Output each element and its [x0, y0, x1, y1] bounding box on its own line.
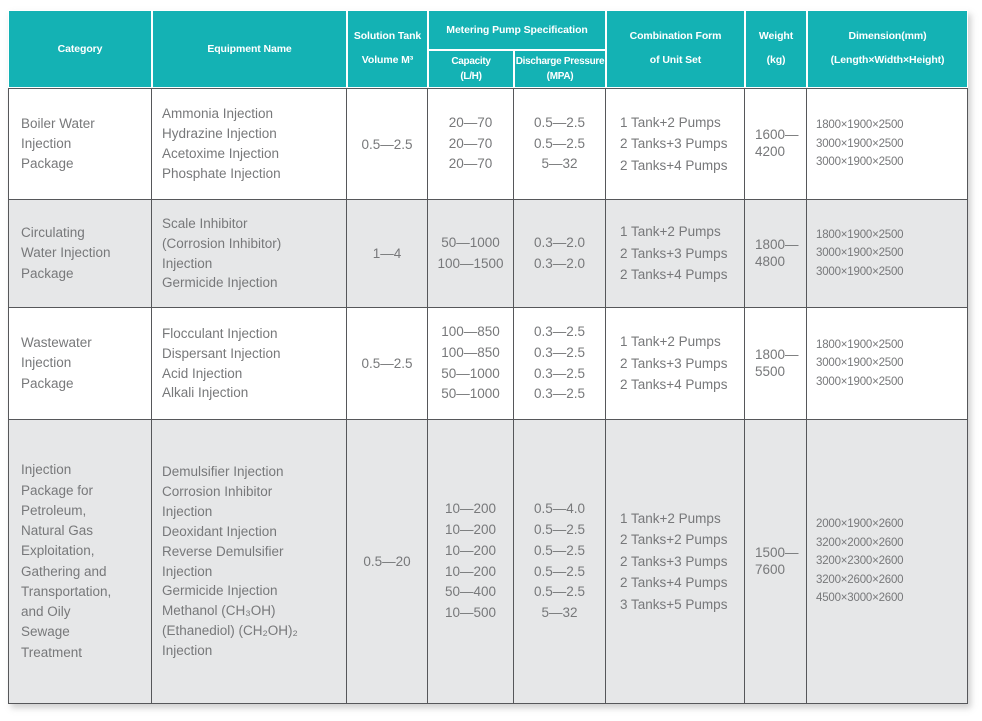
equipment-text: Scale Inhibitor (Corrosion Inhibitor) In… [162, 215, 282, 291]
discharge-pressure-cell: 0.5—4.0 0.5—2.5 0.5—2.5 0.5—2.5 0.5—2.5 … [514, 420, 606, 704]
capacity-cell: 50—1000 100—1500 [428, 200, 514, 308]
header-combination-form: Combination Form of Unit Set [606, 10, 745, 88]
equipment-text: Demulsifier Injection Corrosion Inhibito… [162, 463, 298, 659]
header-category: Category [8, 10, 152, 88]
discharge-text: 0.3—2.5 0.3—2.5 0.3—2.5 0.3—2.5 [533, 323, 586, 402]
header-solution-tank-volume: Solution Tank Volume M³ [347, 10, 428, 88]
combination-cell: 1 Tank+2 Pumps 2 Tanks+3 Pumps 2 Tanks+4… [606, 88, 745, 200]
header-equipment-name: Equipment Name [152, 10, 347, 88]
equipment-cell: Ammonia Injection Hydrazine Injection Ac… [152, 88, 347, 200]
header-solution-tank-label: Solution Tank Volume M³ [353, 30, 422, 66]
table-header: Category Equipment Name Solution Tank Vo… [8, 10, 968, 88]
equipment-cell: Flocculant Injection Dispersant Injectio… [152, 308, 347, 420]
category-text: Boiler Water Injection Package [21, 115, 95, 172]
combination-cell: 1 Tank+2 Pumps 2 Tanks+2 Pumps 2 Tanks+3… [606, 420, 745, 704]
header-capacity: Capacity (L/H) [428, 50, 514, 88]
category-cell: Injection Package for Petroleum, Natural… [8, 420, 152, 704]
combination-text: 1 Tank+2 Pumps 2 Tanks+3 Pumps 2 Tanks+4… [620, 334, 728, 393]
discharge-text: 0.3—2.0 0.3—2.0 [533, 234, 586, 271]
dimension-text: 1800×1900×2500 3000×1900×2500 3000×1900×… [816, 228, 904, 278]
tank-volume-text: 0.5—2.5 [361, 356, 413, 371]
category-cell: Boiler Water Injection Package [8, 88, 152, 200]
category-text: Injection Package for Petroleum, Natural… [21, 462, 112, 660]
table-body: Boiler Water Injection Package Ammonia I… [8, 88, 968, 704]
category-text: Circulating Water Injection Package [21, 225, 111, 281]
discharge-text: 0.5—2.5 0.5—2.5 5—32 [533, 114, 586, 172]
header-discharge-pressure: Discharge Pressure (MPA) [514, 50, 606, 88]
discharge-pressure-cell: 0.3—2.5 0.3—2.5 0.3—2.5 0.3—2.5 [514, 308, 606, 420]
capacity-text: 50—1000 100—1500 [437, 234, 504, 271]
spec-table: Category Equipment Name Solution Tank Vo… [8, 10, 968, 704]
equipment-cell: Scale Inhibitor (Corrosion Inhibitor) In… [152, 200, 347, 308]
combination-text: 1 Tank+2 Pumps 2 Tanks+2 Pumps 2 Tanks+3… [620, 510, 728, 612]
combination-text: 1 Tank+2 Pumps 2 Tanks+3 Pumps 2 Tanks+4… [620, 114, 728, 173]
equipment-cell: Demulsifier Injection Corrosion Inhibito… [152, 420, 347, 704]
weight-text: 1500— 7600 [755, 544, 799, 577]
dimension-cell: 2000×1900×2600 3200×2000×2600 3200×2300×… [807, 420, 968, 704]
weight-cell: 1500— 7600 [745, 420, 807, 704]
tank-volume-cell: 0.5—20 [347, 420, 428, 704]
dimension-cell: 1800×1900×2500 3000×1900×2500 3000×1900×… [807, 200, 968, 308]
header-discharge-label: Discharge Pressure (MPA) [515, 56, 605, 82]
weight-cell: 1800— 5500 [745, 308, 807, 420]
combination-cell: 1 Tank+2 Pumps 2 Tanks+3 Pumps 2 Tanks+4… [606, 200, 745, 308]
header-dimension: Dimension(mm) (Length×Width×Height) [807, 10, 968, 88]
header-weight-label: Weight (kg) [758, 30, 794, 66]
capacity-cell: 10—200 10—200 10—200 10—200 50—400 10—50… [428, 420, 514, 704]
tank-volume-text: 0.5—20 [363, 554, 411, 569]
equipment-text: Ammonia Injection Hydrazine Injection Ac… [162, 106, 281, 181]
capacity-text: 10—200 10—200 10—200 10—200 50—400 10—50… [444, 500, 497, 621]
capacity-cell: 100—850 100—850 50—1000 50—1000 [428, 308, 514, 420]
header-metering-pump-specification: Metering Pump Specification [428, 10, 606, 50]
capacity-text: 100—850 100—850 50—1000 50—1000 [441, 323, 500, 402]
dimension-text: 1800×1900×2500 3000×1900×2500 3000×1900×… [816, 119, 904, 169]
dimension-text: 2000×1900×2600 3200×2000×2600 3200×2300×… [816, 517, 904, 605]
tank-volume-text: 1—4 [372, 246, 402, 261]
capacity-text: 20—70 20—70 20—70 [448, 114, 493, 172]
tank-volume-cell: 0.5—2.5 [347, 308, 428, 420]
dimension-cell: 1800×1900×2500 3000×1900×2500 3000×1900×… [807, 88, 968, 200]
combination-cell: 1 Tank+2 Pumps 2 Tanks+3 Pumps 2 Tanks+4… [606, 308, 745, 420]
table-row-petroleum-injection: Injection Package for Petroleum, Natural… [8, 420, 968, 704]
tank-volume-cell: 0.5—2.5 [347, 88, 428, 200]
category-cell: Circulating Water Injection Package [8, 200, 152, 308]
discharge-pressure-cell: 0.5—2.5 0.5—2.5 5—32 [514, 88, 606, 200]
header-metering-label: Metering Pump Specification [446, 23, 588, 36]
dimension-text: 1800×1900×2500 3000×1900×2500 3000×1900×… [816, 338, 904, 388]
combination-text: 1 Tank+2 Pumps 2 Tanks+3 Pumps 2 Tanks+4… [620, 224, 728, 283]
weight-text: 1600— 4200 [755, 127, 799, 159]
capacity-cell: 20—70 20—70 20—70 [428, 88, 514, 200]
tank-volume-text: 0.5—2.5 [361, 136, 413, 152]
header-combination-label: Combination Form of Unit Set [629, 30, 722, 66]
weight-text: 1800— 4800 [755, 236, 799, 269]
tank-volume-cell: 1—4 [347, 200, 428, 308]
discharge-pressure-cell: 0.3—2.0 0.3—2.0 [514, 200, 606, 308]
table-row-boiler-water: Boiler Water Injection Package Ammonia I… [8, 88, 968, 200]
header-category-label: Category [57, 42, 103, 55]
spec-table-container: Category Equipment Name Solution Tank Vo… [8, 10, 968, 704]
header-capacity-label: Capacity (L/H) [451, 56, 491, 82]
table-row-wastewater: Wastewater Injection Package Flocculant … [8, 308, 968, 420]
table-row-circulating-water: Circulating Water Injection Package Scal… [8, 200, 968, 308]
header-dimension-label: Dimension(mm) (Length×Width×Height) [830, 30, 945, 66]
category-cell: Wastewater Injection Package [8, 308, 152, 420]
weight-cell: 1800— 4800 [745, 200, 807, 308]
header-weight: Weight (kg) [745, 10, 807, 88]
weight-text: 1800— 5500 [755, 346, 799, 379]
weight-cell: 1600— 4200 [745, 88, 807, 200]
equipment-text: Flocculant Injection Dispersant Injectio… [162, 325, 281, 401]
category-text: Wastewater Injection Package [21, 335, 92, 391]
dimension-cell: 1800×1900×2500 3000×1900×2500 3000×1900×… [807, 308, 968, 420]
header-equipment-label: Equipment Name [207, 42, 292, 55]
discharge-text: 0.5—4.0 0.5—2.5 0.5—2.5 0.5—2.5 0.5—2.5 … [533, 500, 586, 621]
